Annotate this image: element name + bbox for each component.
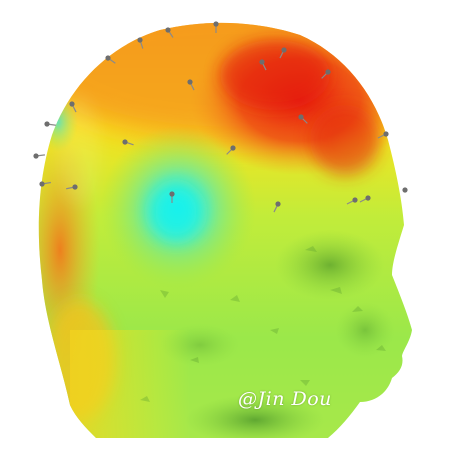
electrode-pin	[279, 47, 287, 59]
electrode-pin	[66, 184, 78, 190]
electrode-markers	[33, 21, 408, 213]
watermark-text: @Jin Dou	[238, 388, 332, 410]
electrode-pin	[346, 197, 358, 205]
electrode-pin	[321, 69, 331, 79]
electrode-pin	[273, 201, 281, 213]
electrode-pin	[187, 79, 195, 91]
electrode-pin	[165, 27, 174, 38]
electrode-pin	[137, 37, 144, 49]
electrode-pin	[39, 181, 51, 187]
electrode-pin	[44, 121, 56, 127]
electrode-pin	[359, 195, 371, 203]
electrode-pin	[213, 21, 219, 33]
electrode-pin	[169, 191, 175, 203]
electrode-pin	[402, 187, 408, 193]
electrode-pin	[259, 59, 267, 71]
electrode-pin	[298, 114, 308, 124]
electrode-pin	[122, 139, 134, 146]
electrode-pin	[69, 101, 77, 113]
electrode-pin	[33, 153, 46, 159]
electrode-pin	[377, 131, 389, 139]
electrode-pin	[105, 55, 116, 64]
electrode-pin	[226, 145, 236, 155]
